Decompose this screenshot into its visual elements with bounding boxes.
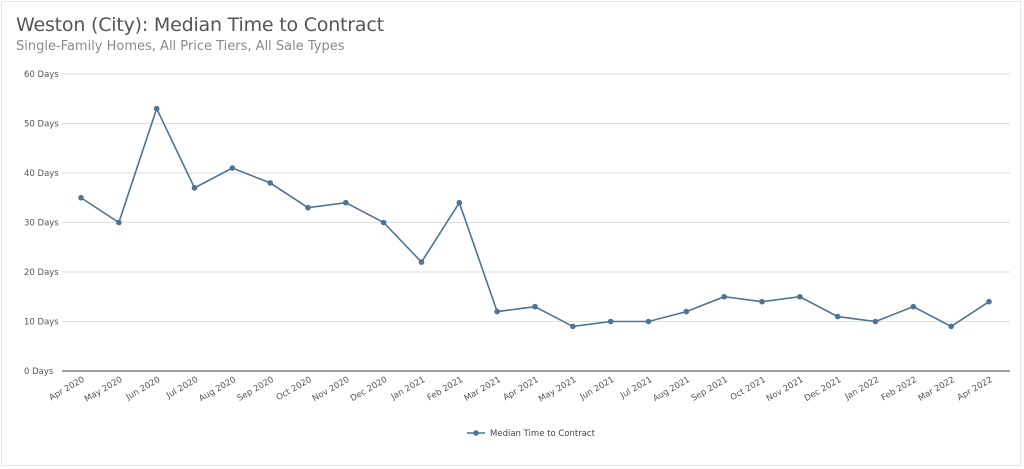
- data-point: [948, 323, 954, 330]
- data-point: [607, 318, 614, 325]
- data-point: [343, 199, 349, 206]
- data-point: [797, 293, 803, 300]
- legend-label: Median Time to Contract: [490, 429, 596, 439]
- data-point: [191, 185, 198, 191]
- x-tick-label: Jul 2021: [618, 375, 654, 401]
- data-point: [78, 194, 84, 201]
- x-tick-label: Jun 2020: [124, 375, 162, 403]
- x-tick-label: Aug 2021: [651, 375, 691, 404]
- x-tick-label: Dec 2021: [803, 375, 843, 404]
- x-tick-label: May 2020: [83, 375, 124, 405]
- x-tick-label: Jun 2021: [578, 375, 616, 403]
- x-tick-label: Apr 2020: [48, 375, 87, 403]
- x-tick-label: Jan 2022: [843, 375, 881, 403]
- x-tick-label: Feb 2021: [426, 375, 465, 403]
- chart-subtitle: Single-Family Homes, All Price Tiers, Al…: [16, 39, 345, 54]
- data-point: [494, 308, 500, 315]
- legend-marker: [473, 430, 479, 436]
- data-point: [418, 259, 425, 265]
- x-tick-label: Jan 2021: [389, 375, 427, 403]
- data-point: [872, 318, 879, 325]
- x-tick-label: Oct 2020: [275, 375, 314, 403]
- data-point: [834, 313, 841, 320]
- data-point: [305, 204, 311, 211]
- x-tick-label: Dec 2020: [349, 375, 389, 404]
- data-point: [116, 219, 122, 226]
- x-tick-label: Nov 2021: [765, 375, 805, 404]
- x-tick-label: Apr 2021: [502, 375, 541, 403]
- data-point: [380, 219, 387, 226]
- x-tick-label: Apr 2022: [956, 375, 995, 403]
- chart-title: Weston (City): Median Time to Contract: [16, 14, 384, 36]
- x-tick-label: Mar 2021: [463, 375, 503, 404]
- y-tick-label: 60 Days: [24, 70, 59, 80]
- x-tick-label: Nov 2020: [311, 375, 351, 404]
- x-tick-label: Mar 2022: [917, 375, 957, 404]
- data-point: [267, 180, 273, 186]
- data-point: [229, 165, 236, 171]
- data-point: [683, 308, 690, 315]
- data-point: [532, 303, 538, 310]
- x-tick-label: Aug 2020: [197, 375, 237, 404]
- data-point: [910, 303, 917, 310]
- x-tick-label: Jul 2020: [164, 375, 200, 401]
- y-tick-label: 40 Days: [24, 169, 59, 179]
- data-point: [153, 105, 160, 112]
- x-tick-label: Sep 2020: [236, 375, 276, 404]
- y-tick-label: 20 Days: [24, 268, 59, 278]
- data-point: [721, 293, 727, 300]
- data-point: [570, 323, 576, 330]
- data-point: [456, 199, 463, 206]
- data-point: [759, 298, 765, 305]
- y-tick-label: 50 Days: [24, 120, 59, 130]
- data-point: [645, 318, 652, 325]
- x-tick-label: Feb 2022: [880, 375, 919, 403]
- y-tick-label: 10 Days: [24, 318, 59, 328]
- series-line: [80, 106, 990, 328]
- x-tick-label: Oct 2021: [729, 375, 768, 403]
- x-tick-label: May 2021: [537, 375, 578, 405]
- x-tick-label: Sep 2021: [690, 375, 730, 404]
- data-point: [986, 298, 992, 305]
- y-tick-label: 0 Days: [24, 367, 54, 377]
- y-tick-label: 30 Days: [24, 219, 59, 229]
